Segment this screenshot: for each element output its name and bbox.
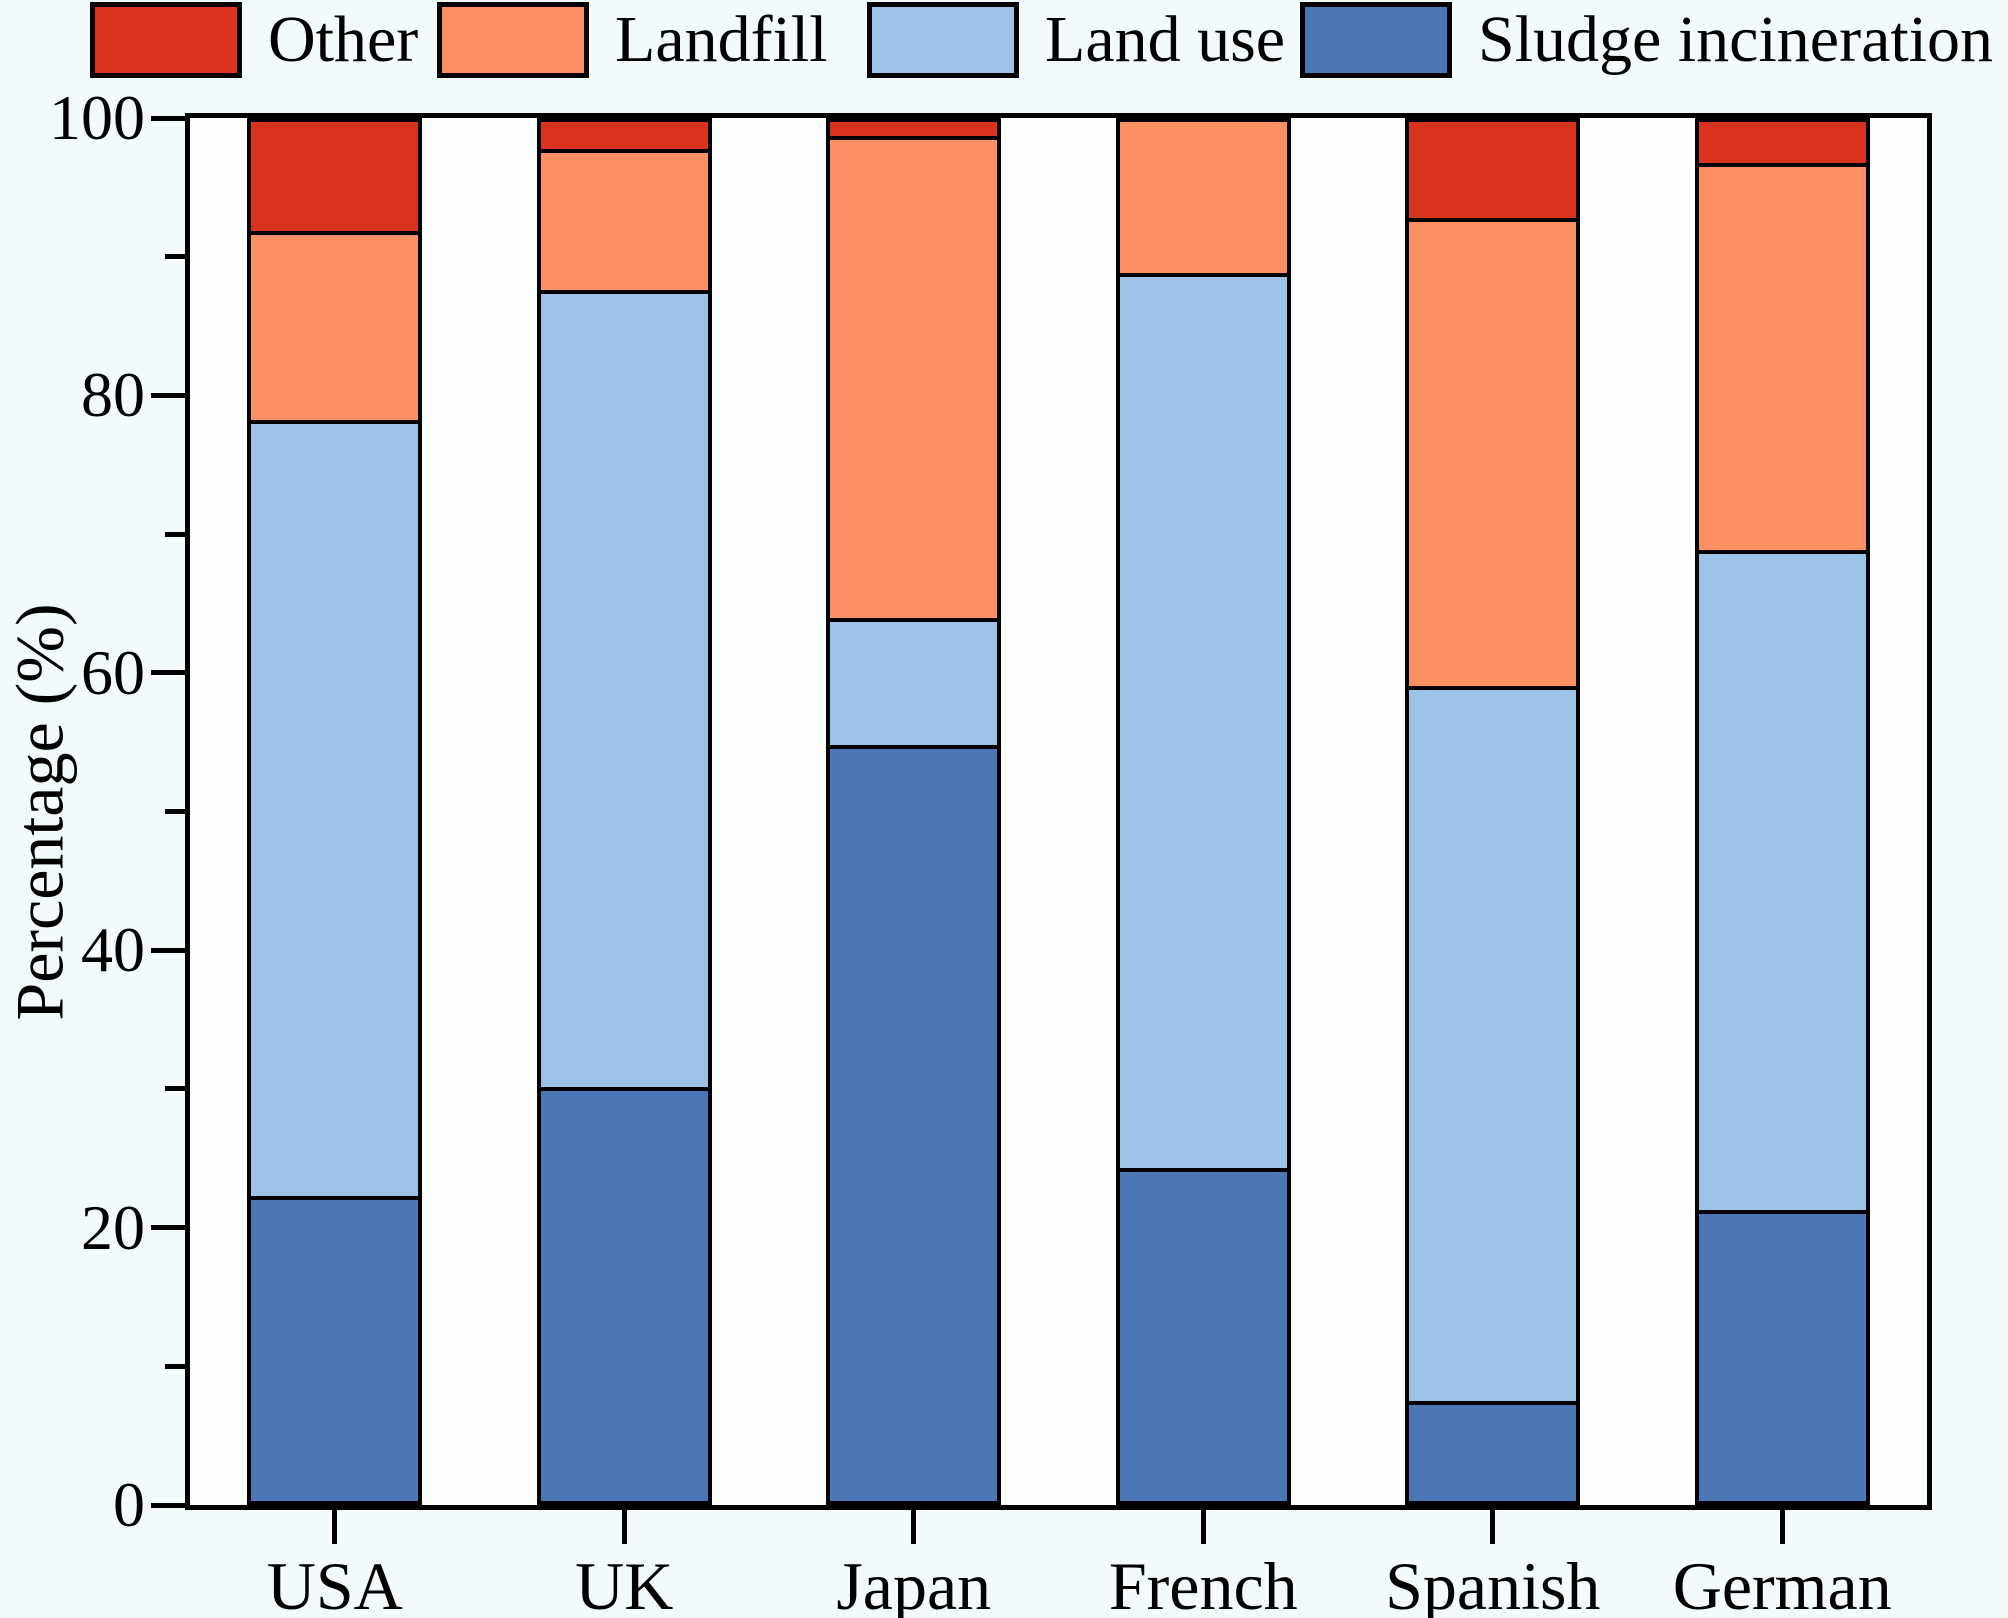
y-tick-label-0: 0 [113,1469,145,1540]
x-tick-label-spanish: Spanish [1385,1548,1601,1618]
legend-item-land-use: Land use [867,2,1285,78]
y-tick-label-20: 20 [81,1191,145,1263]
x-tick-french [1200,1510,1206,1544]
x-tick-uk [621,1510,627,1544]
legend-item-landfill: Landfill [437,2,828,78]
x-tick-label-japan: Japan [836,1548,992,1618]
y-minor-tick-10 [165,1363,185,1369]
bar-segment-usa-land-use [251,423,419,1201]
y-tick-20 [151,1225,185,1231]
y-axis-title: Percentage (%) [1,603,78,1021]
bar-segment-french-sludge-incineration [1119,1171,1287,1502]
x-tick-spanish [1490,1510,1496,1544]
x-tick-japan [911,1510,917,1544]
y-tick-label-80: 80 [81,359,145,431]
x-tick-label-german: German [1672,1548,1892,1618]
bar-japan [826,118,1002,1505]
y-tick-80 [151,392,185,398]
legend-label-sludge-incineration: Sludge incineration [1478,3,1994,76]
plot-area [185,113,1932,1510]
legend-label-landfill: Landfill [615,3,828,76]
bar-segment-uk-other [540,122,708,154]
bar-segment-japan-land-use [830,622,998,750]
bar-segment-spanish-land-use [1409,690,1577,1406]
legend-swatch-land-use [867,2,1019,78]
bar-german [1694,118,1870,1505]
legend-label-other: Other [268,3,419,76]
y-minor-tick-90 [165,254,185,260]
bar-segment-german-other [1698,122,1866,168]
x-tick-german [1779,1510,1785,1544]
y-tick-label-100: 100 [49,82,145,153]
bar-segment-french-land-use [1119,276,1287,1172]
bar-segment-uk-land-use [540,294,708,1091]
bar-segment-usa-other [251,122,419,236]
x-tick-label-uk: UK [575,1548,674,1618]
bar-segment-spanish-other [1409,122,1577,222]
y-tick-label-40: 40 [81,914,145,986]
bar-segment-uk-sludge-incineration [540,1090,708,1501]
bar-spanish [1405,118,1581,1505]
bar-uk [536,118,712,1505]
bar-segment-french-landfill [1119,122,1287,277]
bar-segment-japan-landfill [830,139,998,623]
bar-segment-spanish-sludge-incineration [1409,1405,1577,1501]
y-minor-tick-30 [165,1086,185,1092]
x-tick-usa [332,1510,338,1544]
y-tick-label-60: 60 [81,636,145,708]
bar-segment-spanish-landfill [1409,221,1577,691]
bar-segment-usa-landfill [251,235,419,424]
bar-french [1115,118,1291,1505]
bar-segment-japan-sludge-incineration [830,749,998,1501]
x-tick-label-french: French [1108,1548,1298,1618]
bar-segment-german-landfill [1698,167,1866,554]
x-tick-label-usa: USA [266,1548,403,1618]
y-minor-tick-70 [165,531,185,537]
legend-swatch-landfill [437,2,589,78]
bar-segment-german-sludge-incineration [1698,1213,1866,1501]
y-tick-100 [151,115,185,121]
legend-swatch-other [90,2,242,78]
y-tick-60 [151,670,185,676]
bar-segment-german-land-use [1698,553,1866,1214]
bar-segment-uk-landfill [540,153,708,295]
legend-swatch-sludge-incineration [1300,2,1452,78]
legend-item-other: Other [90,2,418,78]
bar-segment-usa-sludge-incineration [251,1200,419,1501]
bar-segment-japan-other [830,122,998,140]
y-tick-40 [151,947,185,953]
legend-item-sludge-incineration: Sludge incineration [1300,2,1993,78]
y-minor-tick-50 [165,809,185,814]
y-tick-0 [151,1502,185,1508]
bar-usa [247,118,423,1505]
legend-label-land-use: Land use [1045,3,1286,76]
